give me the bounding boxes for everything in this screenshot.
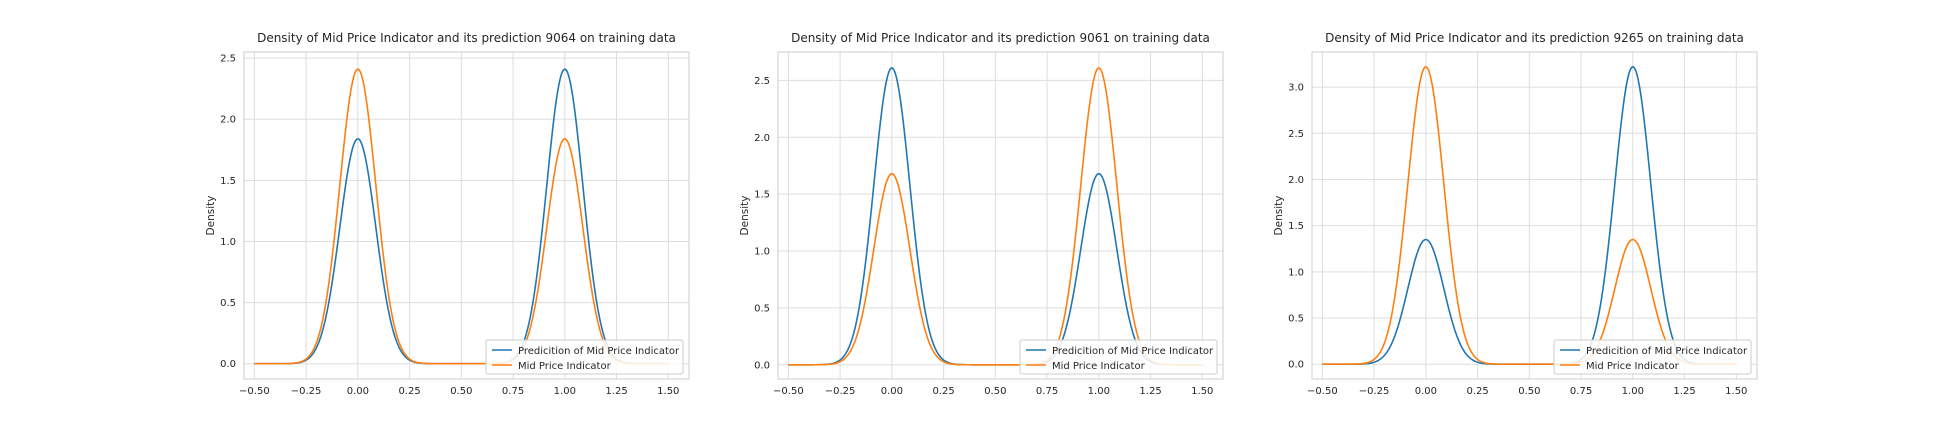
x-tick-label: −0.25 <box>825 386 856 397</box>
y-tick-label: 3.0 <box>1288 83 1304 94</box>
y-tick-label: 0.0 <box>220 359 236 370</box>
x-tick-label: 0.50 <box>450 386 472 397</box>
x-tick-label: −0.25 <box>1359 386 1390 397</box>
x-tick-label: −0.50 <box>773 386 804 397</box>
y-tick-label: 1.5 <box>754 190 770 201</box>
x-axis-ticks: −0.50 −0.25 0.00 0.25 0.50 0.75 1.00 1.25 1.50 <box>1307 386 1747 397</box>
y-tick-label: 1.0 <box>1288 267 1304 278</box>
x-tick-label: 1.50 <box>1191 386 1213 397</box>
y-tick-label: 1.0 <box>754 247 770 258</box>
x-tick-label: 0.75 <box>1036 386 1058 397</box>
legend: Predicition of Mid Price Indicator Mid P… <box>485 339 684 375</box>
plot-area <box>1312 52 1757 379</box>
series-line-actual <box>788 67 1203 366</box>
plot-frame <box>243 51 690 380</box>
legend: Predicition of Mid Price Indicator Mid P… <box>1019 339 1218 375</box>
chart-title: Density of Mid Price Indicator and its p… <box>257 31 676 45</box>
y-tick-label: 0.5 <box>220 298 236 309</box>
chart-title: Density of Mid Price Indicator and its p… <box>791 31 1210 45</box>
x-tick-label: 0.00 <box>347 386 369 397</box>
x-tick-label: 1.25 <box>605 386 627 397</box>
x-tick-label: 1.25 <box>1673 386 1695 397</box>
legend-label-actual: Mid Price Indicator <box>1586 361 1680 372</box>
x-tick-label: 1.50 <box>657 386 679 397</box>
legend-label-actual: Mid Price Indicator <box>518 361 612 372</box>
y-tick-label: 2.5 <box>1288 129 1304 140</box>
y-tick-label: 2.5 <box>220 54 236 65</box>
y-tick-label: 1.0 <box>220 237 236 248</box>
x-axis-ticks: −0.50 −0.25 0.00 0.25 0.50 0.75 1.00 1.25 1.50 <box>773 386 1213 397</box>
x-tick-label: 0.00 <box>1415 386 1437 397</box>
y-tick-label: 0.5 <box>1288 314 1304 325</box>
y-tick-label: 1.5 <box>1288 221 1304 232</box>
plot-frame <box>1311 51 1758 380</box>
x-tick-label: 0.50 <box>1518 386 1540 397</box>
x-tick-label: 1.50 <box>1725 386 1747 397</box>
y-axis-label: Density <box>1273 196 1285 236</box>
y-tick-label: 0.0 <box>754 360 770 371</box>
density-curves <box>788 67 1203 366</box>
y-axis-ticks: 0.0 0.5 1.0 1.5 2.0 2.5 <box>754 76 770 371</box>
y-axis-label: Density <box>205 196 217 236</box>
y-axis-ticks: 0.0 0.5 1.0 1.5 2.0 2.5 3.0 <box>1288 83 1304 371</box>
x-tick-label: 0.25 <box>1466 386 1488 397</box>
y-tick-label: 2.5 <box>754 76 770 87</box>
x-tick-label: 0.50 <box>984 386 1006 397</box>
y-tick-label: 0.5 <box>754 303 770 314</box>
density-curves <box>254 68 669 365</box>
x-tick-label: 0.75 <box>1570 386 1592 397</box>
x-tick-label: 0.75 <box>502 386 524 397</box>
x-tick-label: 1.25 <box>1139 386 1161 397</box>
x-tick-label: 1.00 <box>554 386 576 397</box>
legend-label-prediction: Predicition of Mid Price Indicator <box>518 346 680 357</box>
y-axis-label: Density <box>739 196 751 236</box>
chart-panel-3: −0.50 −0.25 0.00 0.25 0.50 0.75 1.00 1.25 1.50 0… <box>1273 31 1758 397</box>
y-tick-label: 1.5 <box>220 176 236 187</box>
legend-label-prediction: Predicition of Mid Price Indicator <box>1586 346 1748 357</box>
x-tick-label: −0.25 <box>291 386 322 397</box>
legend-box <box>485 339 684 375</box>
y-tick-label: 2.0 <box>1288 175 1304 186</box>
legend: Predicition of Mid Price Indicator Mid P… <box>1553 339 1752 375</box>
y-tick-label: 2.0 <box>220 115 236 126</box>
x-axis-ticks: −0.50 −0.25 0.00 0.25 0.50 0.75 1.00 1.25 1.50 <box>239 386 679 397</box>
x-tick-label: 0.25 <box>932 386 954 397</box>
chart-title: Density of Mid Price Indicator and its p… <box>1325 31 1744 45</box>
x-tick-label: 0.00 <box>881 386 903 397</box>
plot-area <box>244 52 689 379</box>
y-axis-ticks: 0.0 0.5 1.0 1.5 2.0 2.5 <box>220 54 236 371</box>
chart-panel-1: −0.50 −0.25 0.00 0.25 0.50 0.75 1.00 1.25 1.50 0… <box>205 31 690 397</box>
series-line-actual <box>254 68 669 365</box>
x-tick-label: 0.25 <box>398 386 420 397</box>
plot-frame <box>777 51 1224 380</box>
legend-label-actual: Mid Price Indicator <box>1052 361 1146 372</box>
y-tick-label: 0.0 <box>1288 360 1304 371</box>
x-tick-label: −0.50 <box>1307 386 1338 397</box>
legend-label-prediction: Predicition of Mid Price Indicator <box>1052 346 1214 357</box>
legend-box <box>1553 339 1752 375</box>
x-tick-label: −0.50 <box>239 386 270 397</box>
legend-box <box>1019 339 1218 375</box>
y-tick-label: 2.0 <box>754 133 770 144</box>
x-tick-label: 1.00 <box>1622 386 1644 397</box>
chart-panel-2: −0.50 −0.25 0.00 0.25 0.50 0.75 1.00 1.25 1.50 0… <box>739 31 1224 397</box>
x-tick-label: 1.00 <box>1088 386 1110 397</box>
plot-area <box>778 52 1223 379</box>
